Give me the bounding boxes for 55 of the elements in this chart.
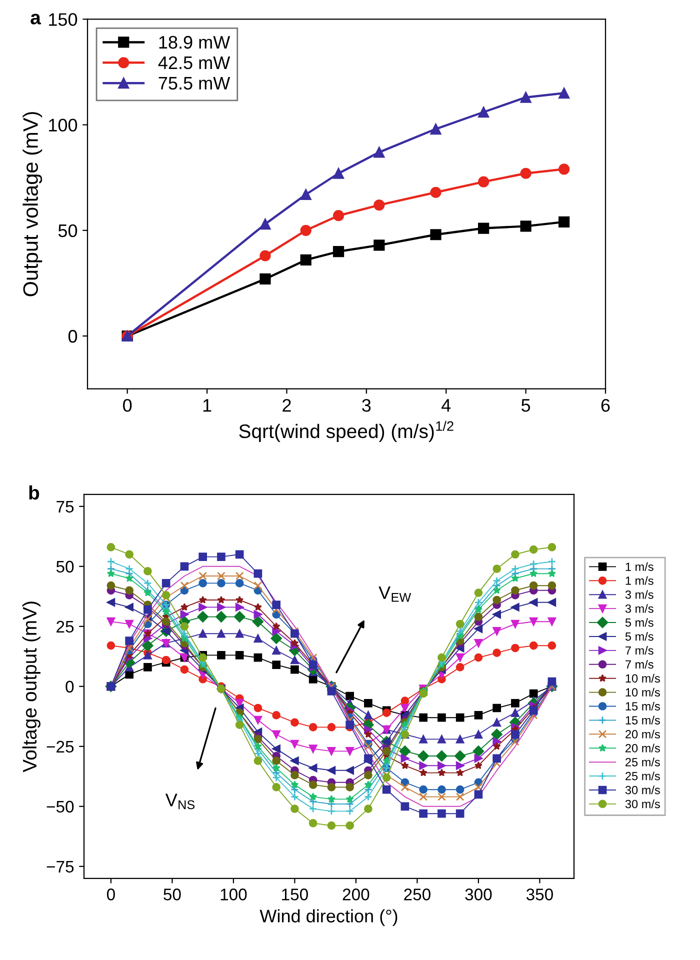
legend-label: 20 m/s [626, 744, 660, 752]
legend-label: 30 m/s [625, 786, 660, 794]
y-tick-label: −75 [46, 860, 74, 873]
x-tick-label: 300 [465, 888, 492, 900]
legend-label: 18.9 mW [159, 36, 230, 49]
x-tick-label: 0 [106, 888, 115, 900]
chart-title: b [29, 485, 40, 500]
y-tick-label: 50 [56, 560, 74, 573]
legend-label: 30 m/s [625, 800, 660, 808]
x-tick-label: 5 [522, 399, 530, 412]
x-axis-title: Sqrt(wind speed) (m/s)$^{1/2}$ [239, 420, 454, 442]
y-tick-label: −25 [46, 740, 74, 753]
legend-label: 7 m/s [626, 660, 654, 669]
y-tick-label: 150 [49, 13, 78, 26]
legend-label: 25 m/s [626, 772, 660, 780]
legend-label: 7 m/s [626, 646, 654, 655]
legend-label: 10 m/s [626, 688, 660, 697]
legend-label: 1 m/s [626, 576, 654, 585]
legend-label: 10 m/s [626, 674, 660, 683]
y-tick-label: 0 [68, 330, 78, 343]
y-tick-label: 50 [58, 224, 78, 238]
annotation: V$_{NS}$ [165, 794, 195, 810]
y-axis-title: Output voltage (mV) [22, 112, 42, 296]
x-tick-label: 3 [362, 399, 371, 412]
x-tick-label: 2 [282, 399, 291, 412]
legend-label: 1 m/s [626, 562, 654, 571]
x-tick-label: 6 [601, 399, 610, 412]
y-tick-label: 75 [56, 500, 74, 513]
x-tick-label: 250 [404, 888, 430, 900]
chart-title: a [30, 14, 42, 24]
legend-label: 42.5 mW [158, 56, 230, 70]
x-tick-label: 100 [220, 888, 247, 900]
legend-label: 3 m/s [625, 604, 654, 613]
x-tick-label: 50 [164, 888, 181, 900]
y-axis-title: Voltage output (mV) [22, 602, 40, 772]
legend-label: 5 m/s [625, 618, 654, 627]
legend-label: 15 m/s [626, 702, 660, 711]
x-tick-label: 200 [342, 888, 370, 900]
y-tick-label: 0 [66, 680, 74, 693]
legend-label: 75.5 mW [158, 77, 230, 90]
legend-label: 15 m/s [626, 716, 660, 724]
y-tick-label: 25 [56, 620, 74, 633]
legend-label: 25 m/s [626, 758, 660, 766]
y-tick-label: 100 [49, 118, 78, 132]
x-tick-label: 0 [123, 399, 132, 412]
x-axis-title: Wind direction (°) [260, 909, 398, 926]
legend-label: 5 m/s [625, 632, 654, 641]
annotation: V$_{EW}$ [378, 586, 412, 602]
legend-label: 3 m/s [625, 590, 654, 599]
legend-label: 20 m/s [626, 730, 660, 738]
x-tick-label: 350 [526, 888, 553, 900]
x-tick-label: 150 [282, 888, 308, 900]
x-tick-label: 1 [203, 399, 212, 412]
y-tick-label: −50 [46, 800, 74, 813]
x-tick-label: 4 [442, 399, 451, 412]
